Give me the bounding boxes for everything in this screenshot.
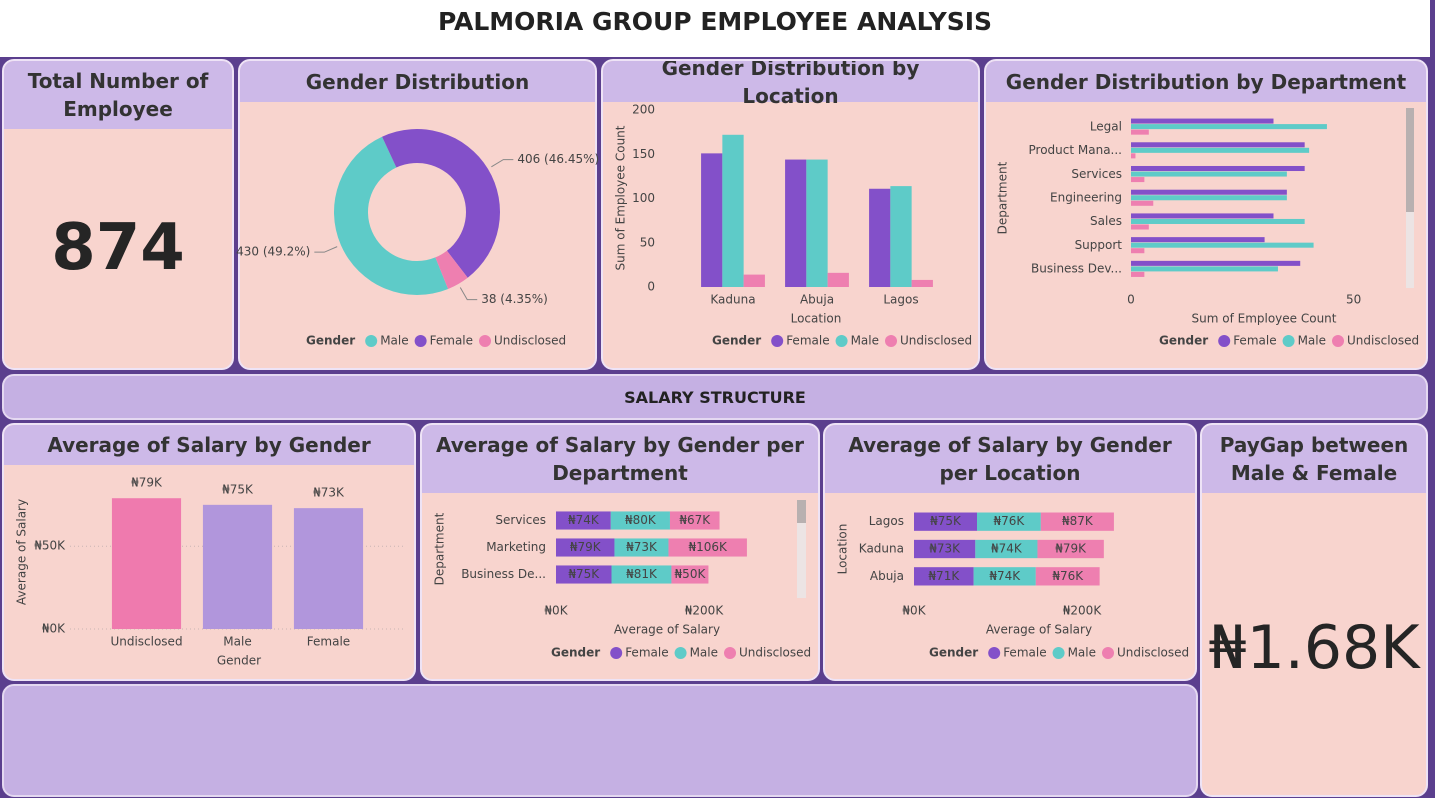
kpi-title: PayGap between Male & Female: [1202, 425, 1426, 493]
chart-card: Gender Distribution by Location: [601, 59, 980, 370]
chart-title: Average of Salary by Gender per Location: [825, 425, 1195, 493]
kpi-title: Total Number of Employee: [4, 61, 232, 129]
page-title: PALMORIA GROUP EMPLOYEE ANALYSIS: [0, 0, 1430, 57]
kpi-card: Total Number of Employee 874: [2, 59, 234, 370]
chart-title: Gender Distribution: [240, 61, 595, 102]
kpi-value: 874: [51, 211, 185, 285]
chart-card: Average of Salary by Gender per Departme…: [420, 423, 820, 681]
kpi-card: PayGap between Male & Female ₦1.68K: [1200, 423, 1428, 797]
kpi-value: ₦1.68K: [1208, 613, 1420, 683]
chart-card: Gender Distribution by Department: [984, 59, 1428, 370]
chart-title: Average of Salary by Gender: [4, 425, 414, 465]
section-title: SALARY STRUCTURE: [2, 374, 1428, 420]
chart-card: Average of Salary by Gender: [2, 423, 416, 681]
chart-title: Gender Distribution by Location: [603, 61, 978, 108]
empty-panel: [2, 684, 1198, 797]
chart-title: Gender Distribution by Department: [986, 61, 1426, 102]
chart-card: Average of Salary by Gender per Location: [823, 423, 1197, 681]
chart-card: Gender Distribution: [238, 59, 597, 370]
chart-title: Average of Salary by Gender per Departme…: [422, 425, 818, 493]
